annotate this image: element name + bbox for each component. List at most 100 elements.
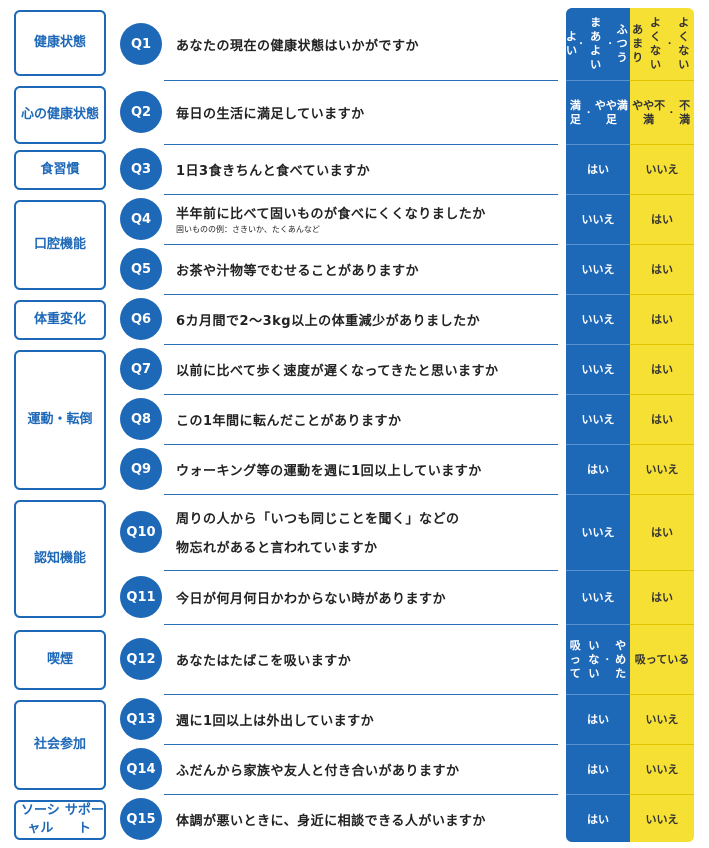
question-text: 半年前に比べて固いものが食べにくくなりましたか固いものの例：さきいか、たくあんな… [176,194,558,244]
answer-yellow: はい [630,294,694,344]
question-number: Q10 [120,511,162,553]
answer-yellow: はい [630,394,694,444]
question-text: 6カ月間で2～3kg以上の体重減少がありましたか [176,294,558,344]
question-number: Q15 [120,798,162,840]
question-number: Q1 [120,23,162,65]
question-main-text: お茶や汁物等でむせることがありますか [176,263,420,279]
question-text: ウォーキング等の運動を週に1回以上していますか [176,444,558,494]
question-number: Q9 [120,448,162,490]
question-main-text: あなたの現在の健康状態はいかがですか [176,38,420,54]
row-divider [164,794,558,795]
question-main-text: ふだんから家族や友人と付き合いがありますか [176,763,460,779]
question-text: あなたの現在の健康状態はいかがですか [176,8,558,80]
answer-blue: いいえ [566,294,630,344]
category-support: ソーシャル サポート [14,800,106,840]
question-main-text: 1日3食きちんと食べていますか [176,163,371,179]
question-text: 毎日の生活に満足していますか [176,80,558,144]
question-main-text: 半年前に比べて固いものが食べにくくなりましたか [176,207,486,222]
answer-blue: はい [566,694,630,744]
question-number: Q11 [120,576,162,618]
question-number: Q2 [120,91,162,133]
answer-yellow: はい [630,244,694,294]
category-weight: 体重変化 [14,300,106,340]
answer-blue: いいえ [566,394,630,444]
question-number: Q7 [120,348,162,390]
question-main-text: 周りの人から「いつも同じことを聞く」などの [176,512,460,527]
answer-blue: 満足・やや満足 [566,80,630,144]
answer-blue: いいえ [566,194,630,244]
row-divider [164,570,558,571]
question-number: Q4 [120,198,162,240]
question-text: ふだんから家族や友人と付き合いがありますか [176,744,558,794]
category-social: 社会参加 [14,700,106,790]
category-cognition: 認知機能 [14,500,106,618]
question-number: Q12 [120,638,162,680]
answer-blue: 吸って いない・やめた [566,624,630,694]
answer-blue: はい [566,744,630,794]
question-main-text: 6カ月間で2～3kg以上の体重減少がありましたか [176,313,481,329]
question-main-text: 体調が悪いときに、身近に相談できる人がいますか [176,813,486,829]
answer-yellow: やや不満・不満 [630,80,694,144]
answer-blue: はい [566,444,630,494]
question-main-text: 以前に比べて歩く速度が遅くなってきたと思いますか [176,363,499,379]
answer-yellow: はい [630,344,694,394]
row-divider [164,194,558,195]
answer-yellow: はい [630,494,694,570]
row-divider [164,244,558,245]
question-text: あなたはたばこを吸いますか [176,624,558,694]
category-mental: 心の 健康状態 [14,86,106,144]
question-text: この1年間に転んだことがありますか [176,394,558,444]
question-number: Q13 [120,698,162,740]
question-number: Q6 [120,298,162,340]
answer-blue: よい・まあよい・ふつう [566,16,628,71]
category-diet: 食習慣 [14,150,106,190]
question-main-text: ウォーキング等の運動を週に1回以上していますか [176,463,482,479]
answer-column-blue [566,8,630,842]
question-main-text: 毎日の生活に満足していますか [176,106,365,122]
row-divider [164,294,558,295]
row-divider [164,444,558,445]
answer-yellow: はい [630,194,694,244]
question-text: 1日3食きちんと食べていますか [176,144,558,194]
answer-yellow: あまり よくない・よくない [632,16,690,71]
answer-yellow: いいえ [630,794,694,844]
question-text: 周りの人から「いつも同じことを聞く」などの 物忘れがあると言われていますか [176,494,558,570]
answer-yellow: いいえ [630,144,694,194]
row-divider [164,624,558,625]
category-oral: 口腔機能 [14,200,106,290]
question-number: Q14 [120,748,162,790]
answer-yellow: 吸って いる [630,624,694,694]
row-divider [164,80,558,81]
answer-blue: いいえ [566,494,630,570]
category-smoking: 喫煙 [14,630,106,690]
question-note: 固いものの例：さきいか、たくあんなど [176,225,320,234]
question-text: お茶や汁物等でむせることがありますか [176,244,558,294]
question-text: 今日が何月何日かわからない時がありますか [176,570,558,624]
row-divider [164,394,558,395]
category-exercise: 運動・転倒 [14,350,106,490]
answer-yellow: いいえ [630,444,694,494]
answer-blue: いいえ [566,344,630,394]
row-divider [164,494,558,495]
answer-yellow: いいえ [630,694,694,744]
question-number: Q5 [120,248,162,290]
question-number: Q3 [120,148,162,190]
answer-blue: いいえ [566,570,630,624]
question-main-text: あなたはたばこを吸いますか [176,653,352,669]
row-divider [164,144,558,145]
question-text: 週に1回以上は外出していますか [176,694,558,744]
question-main-text: 週に1回以上は外出していますか [176,713,375,729]
answer-yellow: いいえ [630,744,694,794]
answer-blue: はい [566,144,630,194]
answer-yellow: はい [630,570,694,624]
answer-blue: いいえ [566,244,630,294]
question-text: 以前に比べて歩く速度が遅くなってきたと思いますか [176,344,558,394]
question-number: Q8 [120,398,162,440]
question-text: 体調が悪いときに、身近に相談できる人がいますか [176,794,558,844]
answer-column-yellow [630,8,694,842]
category-health: 健康状態 [14,10,106,76]
row-divider [164,744,558,745]
question-main-text: この1年間に転んだことがありますか [176,413,402,429]
question-main-text: 今日が何月何日かわからない時がありますか [176,591,447,607]
row-divider [164,344,558,345]
